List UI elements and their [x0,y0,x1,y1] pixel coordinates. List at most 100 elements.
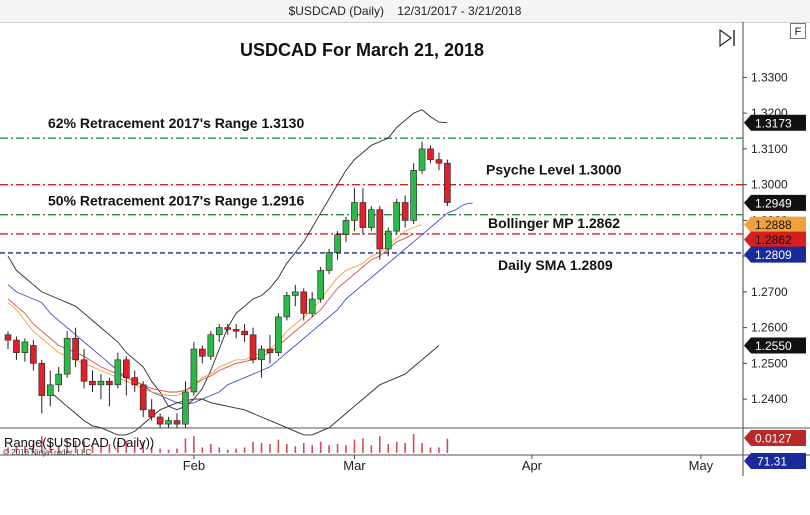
candle-body [393,202,401,232]
candle[interactable] [13,336,20,360]
candle[interactable] [393,198,401,235]
candle[interactable] [351,188,358,232]
candle[interactable] [308,291,316,317]
price-tag: 1.3173 [744,114,806,131]
candle-body [325,252,333,271]
price-tag-value: 1.2949 [755,196,792,210]
candle[interactable] [283,291,291,321]
candle[interactable] [199,345,206,364]
price-tag-bg [744,114,806,131]
chart-title: USDCAD For March 21, 2018 [240,40,484,60]
candle-body [232,329,240,332]
candle[interactable] [89,370,96,392]
candle-body [156,416,164,425]
candle[interactable] [190,341,198,396]
indicator-sma [7,202,473,405]
range-value-text: 0.0127 [755,432,792,446]
candle[interactable] [165,416,172,428]
candle[interactable] [384,227,392,257]
candle-body [317,270,324,300]
candle[interactable] [300,288,308,321]
candle[interactable] [21,338,29,362]
candle-body [139,384,147,411]
candle[interactable] [249,327,257,364]
candle[interactable] [30,340,37,371]
candle[interactable] [410,163,417,224]
candle[interactable] [291,284,299,307]
candle[interactable] [207,331,215,360]
candle[interactable] [156,413,164,428]
candle[interactable] [241,324,248,342]
candle[interactable] [317,266,324,303]
candle[interactable] [258,345,265,378]
price-tag-bg [744,246,806,263]
candle-body [258,348,265,361]
candle[interactable] [359,188,367,235]
candle[interactable] [55,366,63,392]
y-tick-label: 1.2700 [751,285,788,299]
price-tag-value: 1.2862 [755,233,792,247]
candle[interactable] [401,195,409,228]
candle[interactable] [139,381,147,417]
candle[interactable] [435,152,443,171]
level-label-fib62: 62% Retracement 2017's Range 1.3130 [48,115,304,131]
candle[interactable] [80,349,88,389]
candle-body [241,330,248,336]
price-tag-value: 1.2888 [755,218,792,232]
candle-body [63,338,71,375]
candle[interactable] [224,324,231,335]
candle[interactable] [63,331,71,378]
candle-body [38,363,46,396]
x-tick-label: Apr [522,458,543,473]
candle[interactable] [325,248,333,275]
candle[interactable] [4,331,12,350]
candle-body [359,202,367,228]
candle-body [80,359,88,382]
scroll-to-end-icon[interactable] [719,28,735,48]
candle[interactable] [444,159,451,207]
candle[interactable] [334,231,341,260]
candle-body [249,334,257,361]
candle-body [13,339,20,353]
candle[interactable] [131,370,139,392]
candle[interactable] [148,399,155,421]
candle-body [351,202,358,221]
price-tag: 1.2862 [744,231,806,248]
candle-body [368,209,375,228]
candle-body [173,420,181,425]
candle-body [55,373,63,386]
candle[interactable] [368,206,375,232]
candle[interactable] [114,352,122,389]
x-tick-label: Feb [183,458,205,473]
candle-body [334,234,341,253]
candle[interactable] [376,206,384,260]
candle-body [435,159,443,164]
chart-options-button[interactable]: F [790,23,806,39]
candle[interactable] [182,381,189,428]
candle-body [4,334,12,341]
price-tag-value: 1.3173 [755,116,792,130]
candle[interactable] [342,216,350,242]
candle[interactable] [46,370,54,407]
bottom-value-text: 71.31 [757,455,787,469]
candle[interactable] [106,377,113,407]
candle[interactable] [215,324,223,342]
candle[interactable] [232,324,240,339]
candle[interactable] [427,145,434,164]
candle[interactable] [418,141,426,174]
title-date-range: 12/31/2017 - 3/21/2018 [397,4,522,18]
price-tag: 1.2809 [744,246,806,263]
candle[interactable] [38,359,46,414]
candle-body [72,338,79,361]
candle[interactable] [173,413,181,428]
candle-body [266,348,274,353]
candle[interactable] [72,327,79,367]
candle-body [418,148,426,171]
candle[interactable] [97,374,105,400]
indicator-ema [7,224,423,396]
candle-body [444,162,451,203]
candle[interactable] [123,356,130,396]
candle[interactable] [266,334,274,364]
candle[interactable] [275,313,282,357]
